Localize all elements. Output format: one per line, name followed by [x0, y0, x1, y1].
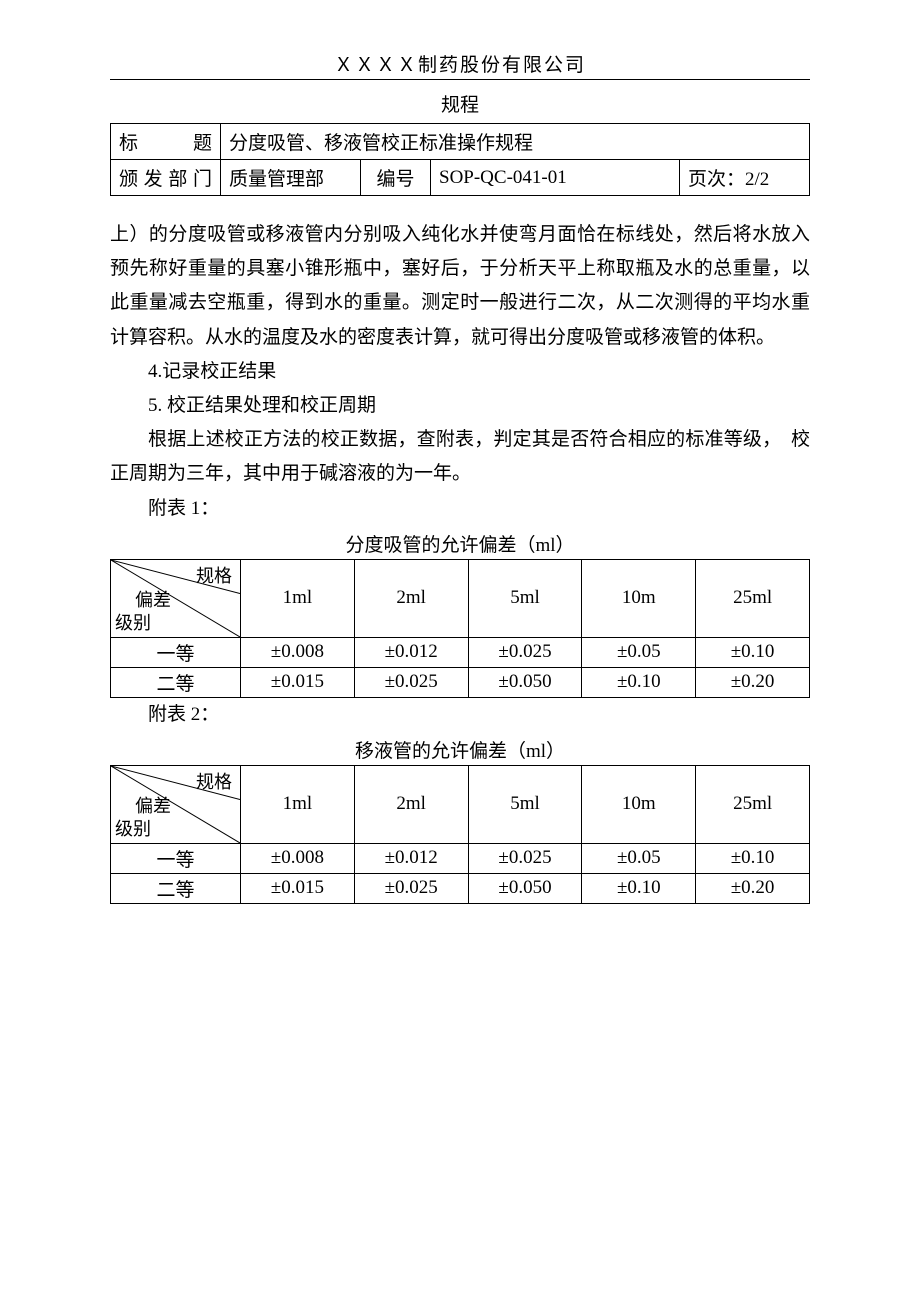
table1-cell: ±0.10	[582, 667, 696, 697]
diag-top: 规格	[196, 562, 232, 588]
table1-cell: ±0.025	[468, 637, 582, 667]
diag-bot: 级别	[115, 609, 151, 635]
table1-col-3: 10m	[582, 559, 696, 637]
table2-col-2: 5ml	[468, 765, 582, 843]
document-type: 规程	[110, 90, 810, 117]
table2-cell: ±0.20	[696, 873, 810, 903]
table2-cell: ±0.05	[582, 843, 696, 873]
table1-cell: ±0.025	[354, 667, 468, 697]
table2-col-0: 1ml	[241, 765, 355, 843]
diag-bot: 级别	[115, 815, 151, 841]
document-page: ＸＸＸＸ制药股份有限公司 规程 标 题 分度吸管、移液管校正标准操作规程 颁发部…	[0, 0, 920, 904]
body-text: 上）的分度吸管或移液管内分别吸入纯化水并使弯月面恰在标线处，然后将水放入预先称好…	[110, 218, 810, 526]
attach-1-label: 附表 1：	[110, 492, 810, 526]
company-name: ＸＸＸＸ制药股份有限公司	[110, 50, 810, 77]
header-divider	[110, 79, 810, 80]
table1-cell: ±0.050	[468, 667, 582, 697]
paragraph-1: 上）的分度吸管或移液管内分别吸入纯化水并使弯月面恰在标线处，然后将水放入预先称好…	[110, 218, 810, 355]
table2-row0-label: 一等	[111, 843, 241, 873]
table1-diag-header: 规格 偏差 级别	[111, 559, 241, 637]
table2-cell: ±0.008	[241, 843, 355, 873]
table1-row1-label: 二等	[111, 667, 241, 697]
table2-col-1: 2ml	[354, 765, 468, 843]
table1-cell: ±0.008	[241, 637, 355, 667]
table1-cell: ±0.05	[582, 637, 696, 667]
meta-code-label: 编号	[361, 160, 431, 196]
meta-title-value: 分度吸管、移液管校正标准操作规程	[221, 124, 810, 160]
table1-cell: ±0.10	[696, 637, 810, 667]
table2-col-4: 25ml	[696, 765, 810, 843]
attach-2-label: 附表 2：	[110, 698, 810, 732]
table2-cell: ±0.050	[468, 873, 582, 903]
table1-cell: ±0.20	[696, 667, 810, 697]
table2-cell: ±0.025	[468, 843, 582, 873]
meta-code-value: SOP-QC-041-01	[431, 160, 680, 196]
table2-diag-header: 规格 偏差 级别	[111, 765, 241, 843]
table1-col-0: 1ml	[241, 559, 355, 637]
meta-title-label: 标 题	[111, 124, 221, 160]
table1-col-2: 5ml	[468, 559, 582, 637]
table2-cell: ±0.10	[696, 843, 810, 873]
meta-table: 标 题 分度吸管、移液管校正标准操作规程 颁发部门 质量管理部 编号 SOP-Q…	[110, 123, 810, 196]
meta-dept-value: 质量管理部	[221, 160, 361, 196]
table1: 规格 偏差 级别 1ml 2ml 5ml 10m 25ml 一等 ±0.008 …	[110, 559, 810, 698]
table1-col-4: 25ml	[696, 559, 810, 637]
table2-title: 移液管的允许偏差（ml）	[110, 736, 810, 763]
table1-row0-label: 一等	[111, 637, 241, 667]
table1-col-1: 2ml	[354, 559, 468, 637]
table1-cell: ±0.012	[354, 637, 468, 667]
table2-cell: ±0.10	[582, 873, 696, 903]
table2-row1-label: 二等	[111, 873, 241, 903]
paragraph-3: 5. 校正结果处理和校正周期	[110, 389, 810, 423]
meta-page: 页次：2/2	[680, 160, 810, 196]
table2-cell: ±0.025	[354, 873, 468, 903]
table1-title: 分度吸管的允许偏差（ml）	[110, 530, 810, 557]
table1-cell: ±0.015	[241, 667, 355, 697]
table2-col-3: 10m	[582, 765, 696, 843]
paragraph-2: 4.记录校正结果	[110, 355, 810, 389]
table2: 规格 偏差 级别 1ml 2ml 5ml 10m 25ml 一等 ±0.008 …	[110, 765, 810, 904]
table2-cell: ±0.012	[354, 843, 468, 873]
paragraph-4: 根据上述校正方法的校正数据，查附表，判定其是否符合相应的标准等级， 校正周期为三…	[110, 423, 810, 491]
table2-cell: ±0.015	[241, 873, 355, 903]
diag-top: 规格	[196, 768, 232, 794]
meta-dept-label: 颁发部门	[111, 160, 221, 196]
